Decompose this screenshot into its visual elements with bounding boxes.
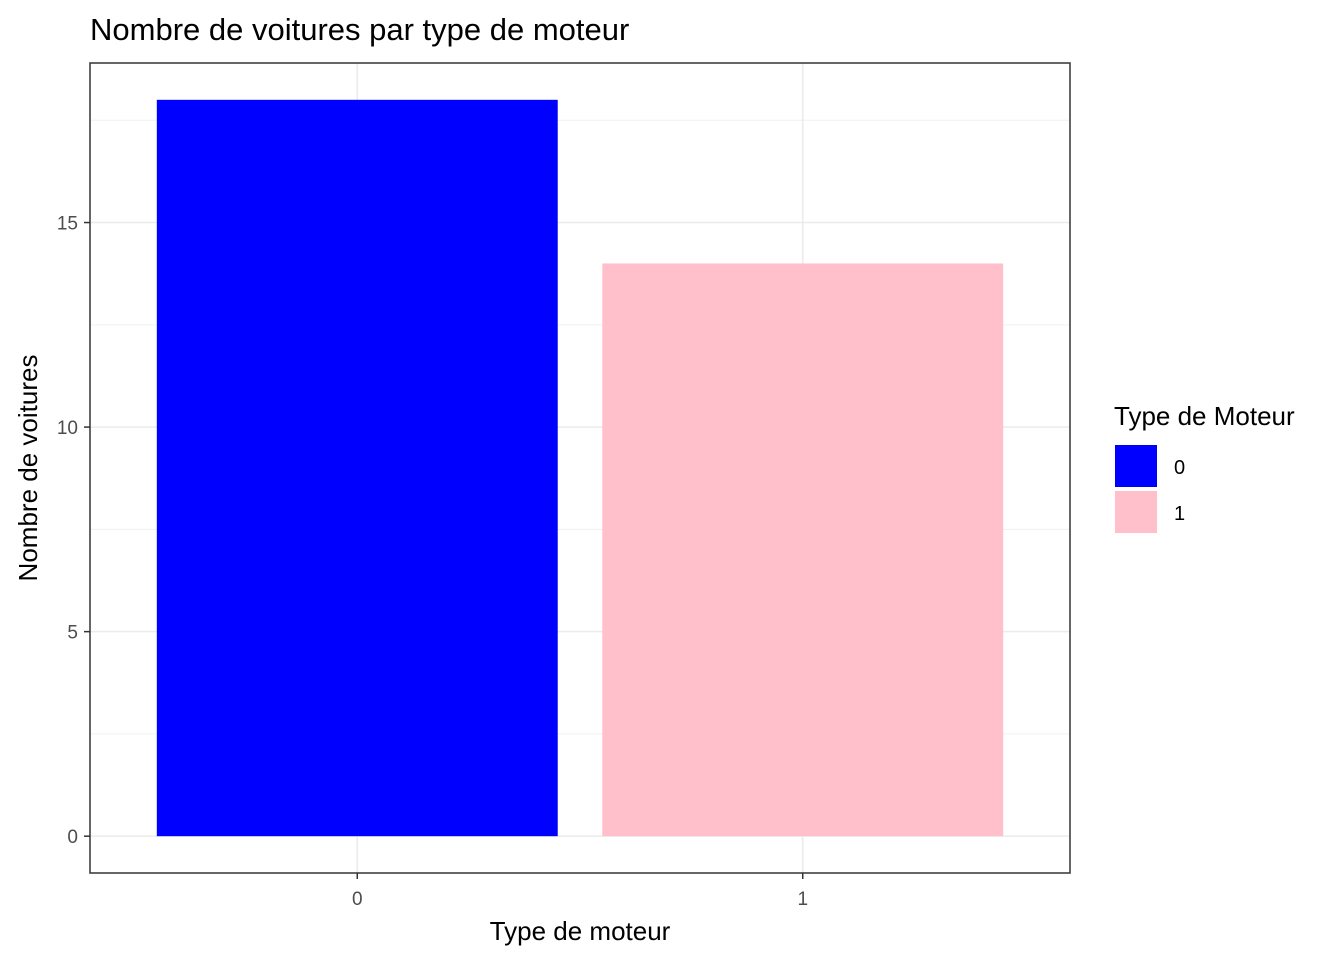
chart-title: Nombre de voitures par type de moteur (90, 12, 629, 47)
legend-key-1 (1115, 491, 1157, 533)
x-tick-label: 0 (352, 889, 363, 910)
bar-1 (602, 263, 1004, 837)
y-axis-title: Nombre de voitures (13, 355, 43, 582)
y-tick-label: 10 (57, 418, 78, 439)
legend-title: Type de Moteur (1114, 401, 1295, 431)
y-tick-label: 0 (67, 827, 78, 848)
legend-key-0 (1115, 445, 1157, 487)
legend: Type de Moteur 0 1 (1114, 401, 1295, 533)
x-axis-title: Type de moteur (490, 916, 671, 946)
legend-label-1: 1 (1174, 503, 1185, 525)
bars (156, 99, 1004, 837)
x-tick-label: 1 (797, 889, 808, 910)
y-tick-label: 15 (57, 214, 78, 235)
legend-label-0: 0 (1174, 457, 1185, 479)
bar-0 (156, 99, 558, 837)
y-axis-ticks: 0 5 10 15 (57, 214, 90, 848)
y-tick-label: 5 (67, 623, 78, 644)
plot-panel-border (89, 62, 1071, 874)
